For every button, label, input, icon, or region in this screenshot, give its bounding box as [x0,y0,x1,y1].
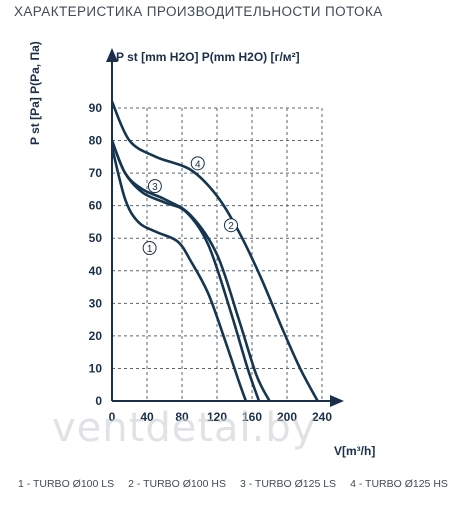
y-tick-label: 20 [89,329,103,343]
series-line-3 [110,140,271,402]
y-tick-label: 10 [89,361,103,375]
chart-title: ХАРАКТЕРИСТИКА ПРОИЗВОДИТЕЛЬНОСТИ ПОТОКА [14,4,383,19]
x-tick-label: 80 [175,410,189,424]
legend: 1 - TURBO Ø100 LS 2 - TURBO Ø100 HS 3 - … [18,478,458,490]
series-line-1 [110,146,248,402]
x-axis-label: V[m³/h] [334,444,376,458]
y-tick-label: 30 [89,296,103,310]
x-tick-label: 240 [312,410,332,424]
y-tick-label: 50 [89,231,103,245]
series-marker-2 [224,218,238,233]
y-axis-arrow [106,48,118,62]
series-marker-1 [142,240,157,255]
legend-item-2: 2 - TURBO Ø100 HS [128,478,226,490]
y-tick-label: 40 [89,264,103,278]
legend-item-4: 4 - TURBO Ø125 HS [350,478,448,490]
x-axis-arrow [330,395,344,407]
x-tick-label: 40 [140,410,154,424]
y-tick-label: 90 [89,101,103,115]
series-line-4 [110,100,319,402]
legend-item-1: 1 - TURBO Ø100 LS [18,478,115,490]
series-marker-label-2: 2 [228,221,234,232]
legend-item-3: 3 - TURBO Ø125 LS [239,478,337,490]
y-tick-label: 70 [89,166,103,180]
y-axis-top-label-text: P st [mm H2O] P(mm H2O) [г/м²] [116,50,300,64]
series-marker-4 [190,156,205,171]
watermark: ventdetal.by [52,405,317,451]
y-tick-label: 60 [89,199,103,213]
series-marker-label-4: 4 [195,159,201,170]
y-tick-label: 0 [95,394,102,408]
series-marker-label-3: 3 [152,182,158,193]
series-marker-3 [147,179,162,194]
x-tick-label: 120 [207,410,227,424]
x-tick-label: 0 [109,410,116,424]
x-tick-label: 160 [242,410,262,424]
y-tick-label: 80 [89,134,103,148]
series-marker-label-1: 1 [147,244,153,255]
x-tick-label: 200 [277,410,297,424]
y-axis-top-label: P st [mm H2O] P(mm H2O) [г/м²] [116,50,300,64]
